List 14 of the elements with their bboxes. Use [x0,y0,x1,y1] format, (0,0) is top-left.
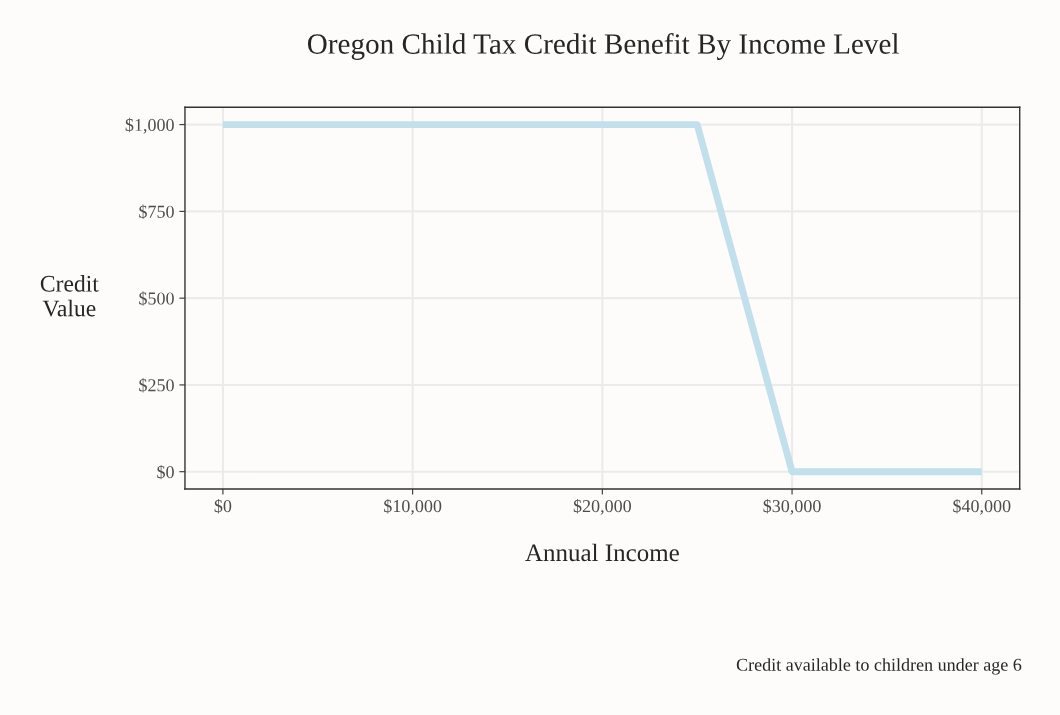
y-tick-label: $0 [157,464,174,480]
y-tick-label: $500 [139,291,174,306]
text: Credit available to children under age 6 [736,658,1022,675]
x-tick-label: $40,000 [953,498,1011,515]
x-tick-label: $30,000 [763,498,821,515]
y-axis-title: Credit Value [40,275,99,317]
x-tick-label: $20,000 [573,498,631,515]
y-tick-label: $250 [139,378,174,393]
x-axis-title: Annual Income [525,543,679,562]
x-tick-label: $0 [214,498,232,514]
y-tick-label: $1,000 [125,117,174,134]
x-tick-label: $10,000 [384,498,442,515]
chart-title: Oregon Child Tax Credit Benefit By Income Level [307,33,899,60]
y-tick-label: $750 [139,204,174,220]
